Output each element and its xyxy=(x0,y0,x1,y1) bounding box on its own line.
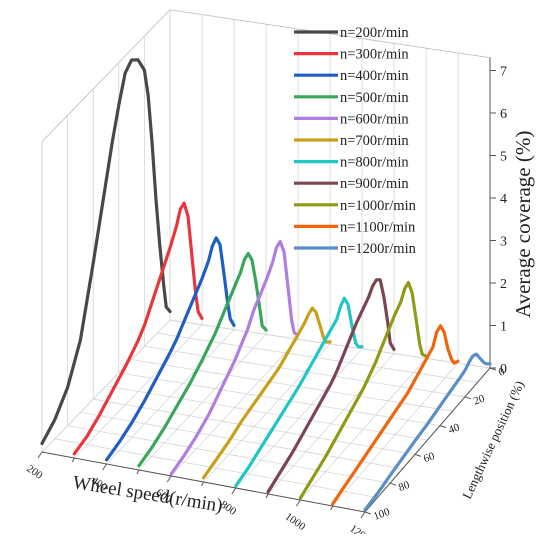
series-line xyxy=(40,58,172,446)
y-tick xyxy=(439,425,447,429)
x-tick-label: 1200 xyxy=(347,523,372,534)
z-tick-label: 1 xyxy=(500,320,507,335)
y-tick-label: 80 xyxy=(397,479,412,494)
z-tick-label: 2 xyxy=(500,277,507,292)
x-minor-tick xyxy=(330,505,334,511)
series-line xyxy=(298,281,428,500)
series-line xyxy=(331,324,460,506)
legend-label: n=1100r/min xyxy=(340,219,416,235)
x-minor-tick xyxy=(201,481,204,487)
floor-gridline-y xyxy=(105,385,428,441)
z-tick-label: 0 xyxy=(500,362,507,377)
x-tick xyxy=(37,451,43,459)
y-tick xyxy=(364,511,372,515)
x-minor-tick xyxy=(265,493,269,499)
z-tick-label: 3 xyxy=(500,235,507,250)
x-tick xyxy=(102,463,108,471)
y-tick xyxy=(389,482,397,486)
y-axis-title: Lengthwise position (%) xyxy=(459,378,527,501)
series-line xyxy=(234,296,364,488)
z-axis-title: Average coverage (%) xyxy=(511,131,535,318)
x-tick xyxy=(295,499,301,507)
floor-gridline-y xyxy=(54,438,378,498)
x-tick xyxy=(360,511,366,519)
x-minor-tick xyxy=(136,469,140,475)
floor-grid xyxy=(41,319,491,513)
z-tick-label: 7 xyxy=(500,65,507,80)
legend-label: n=1000r/min xyxy=(340,198,417,214)
legend-label: n=700r/min xyxy=(340,133,409,149)
legend-label: n=800r/min xyxy=(340,155,409,171)
legend-label: n=500r/min xyxy=(340,90,409,106)
x-tick-label: 1000 xyxy=(283,511,308,534)
y-tick-label: 40 xyxy=(447,421,462,436)
series-line xyxy=(266,278,396,494)
x-axis-title: Wheel speed(r/min) xyxy=(71,472,224,516)
series-line xyxy=(169,239,300,476)
series-line xyxy=(105,236,236,462)
legend-label: n=300r/min xyxy=(340,47,409,63)
series-line xyxy=(137,251,268,468)
legend-label: n=600r/min xyxy=(340,111,409,127)
series-layer xyxy=(40,58,492,512)
legend-label: n=200r/min xyxy=(340,25,409,41)
floor-gridline-y xyxy=(67,425,391,484)
y-tick-label: 0 xyxy=(497,365,507,378)
floor-gridline-y xyxy=(131,359,453,412)
z-tick-label: 6 xyxy=(500,107,507,122)
legend-label: n=900r/min xyxy=(340,176,409,192)
y-tick-label: 100 xyxy=(372,506,392,523)
x-tick-label: 200 xyxy=(24,463,45,483)
x-tick xyxy=(231,487,237,495)
x-tick xyxy=(166,475,172,483)
y-tick-label: 60 xyxy=(422,450,437,465)
y-tick xyxy=(464,396,472,400)
series-line xyxy=(363,352,492,512)
z-tick-label: 5 xyxy=(500,150,507,165)
x-minor-tick xyxy=(71,457,75,463)
z-tick-label: 4 xyxy=(500,192,507,207)
legend: n=200r/min n=300r/min n=400r/min n=500r/min… xyxy=(294,25,417,257)
y-axis-line xyxy=(364,367,491,513)
floor-gridline-y xyxy=(93,398,416,455)
series-line xyxy=(72,201,204,456)
y-tick-label: 20 xyxy=(472,392,487,407)
y-tick xyxy=(414,453,422,457)
legend-label: n=400r/min xyxy=(340,68,409,84)
series-line xyxy=(201,306,332,480)
floor-gridline-y xyxy=(118,372,441,426)
legend-label: n=1200r/min xyxy=(340,241,417,257)
floor-gridline-y xyxy=(169,319,491,369)
